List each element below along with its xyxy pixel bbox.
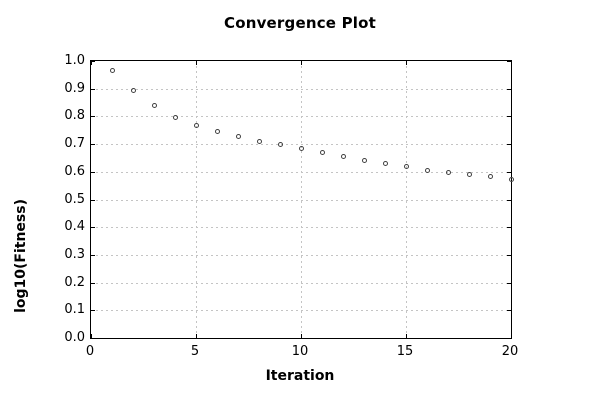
data-point	[109, 68, 115, 74]
data-point	[319, 149, 325, 155]
y-tick-mark	[91, 310, 95, 312]
y-tick-mark	[507, 338, 511, 339]
x-tick-mark	[511, 334, 512, 338]
data-point	[508, 176, 514, 182]
y-tick-mark	[91, 88, 95, 90]
data-point	[466, 171, 472, 177]
y-tick-mark	[507, 144, 511, 146]
y-tick-mark	[507, 254, 511, 256]
data-point	[445, 170, 451, 176]
y-tick-label: 0.9	[64, 80, 85, 96]
data-point	[277, 142, 283, 148]
x-tick-mark	[406, 61, 407, 65]
y-tick-label: 0.3	[64, 246, 85, 262]
data-point	[340, 154, 346, 160]
y-tick-label: 0.8	[64, 108, 85, 124]
x-tick-mark	[91, 61, 92, 65]
x-tick-label: 10	[291, 344, 309, 359]
data-point	[256, 138, 262, 144]
y-tick-mark	[91, 199, 95, 201]
data-point	[382, 160, 388, 166]
y-tick-mark	[507, 61, 511, 62]
x-tick-label: 15	[396, 344, 414, 359]
y-tick-mark	[91, 282, 95, 284]
y-tick-label: 0.6	[64, 163, 85, 179]
data-point	[193, 123, 199, 129]
x-tick-label: 5	[190, 344, 200, 359]
y-tick-mark	[507, 88, 511, 90]
y-axis-label-text: log10(Fitness)	[13, 199, 29, 313]
data-point	[298, 146, 304, 152]
x-tick-label: 0	[85, 344, 95, 359]
y-tick-label: 0.4	[64, 219, 85, 235]
vertical-gridline	[301, 61, 302, 338]
y-tick-mark	[91, 227, 95, 229]
x-tick-mark	[301, 334, 302, 338]
vertical-gridline	[196, 61, 197, 338]
y-tick-label: 0.2	[64, 274, 85, 290]
data-point	[403, 164, 409, 170]
x-tick-mark	[91, 334, 92, 338]
data-point	[424, 168, 430, 174]
y-tick-mark	[507, 199, 511, 201]
x-tick-mark	[196, 334, 197, 338]
y-tick-label: 0.5	[64, 191, 85, 207]
y-tick-mark	[91, 338, 95, 339]
y-tick-label: 1.0	[64, 53, 85, 68]
y-tick-mark	[91, 61, 95, 62]
x-tick-mark	[301, 61, 302, 65]
y-tick-mark	[507, 116, 511, 118]
x-axis-label: Iteration	[265, 368, 335, 384]
y-tick-mark	[507, 282, 511, 284]
data-point	[214, 129, 220, 135]
plot-area	[90, 60, 514, 339]
y-tick-mark	[91, 144, 95, 146]
y-tick-label: 0.1	[64, 302, 85, 318]
y-tick-mark	[507, 310, 511, 312]
y-tick-mark	[507, 171, 511, 173]
y-tick-label: 0.7	[64, 136, 85, 152]
data-point	[487, 174, 493, 179]
y-tick-mark	[91, 254, 95, 256]
data-point	[151, 103, 157, 109]
y-tick-mark	[91, 171, 95, 173]
y-tick-mark	[91, 116, 95, 118]
x-tick-mark	[406, 334, 407, 338]
x-tick-mark	[196, 61, 197, 65]
vertical-gridline	[406, 61, 407, 338]
x-tick-mark	[511, 61, 512, 65]
y-tick-label: 0.0	[64, 330, 85, 345]
data-point	[172, 114, 178, 120]
data-point	[235, 133, 241, 139]
data-point	[130, 88, 136, 94]
y-tick-mark	[507, 227, 511, 229]
data-point	[361, 157, 367, 163]
x-tick-label: 20	[501, 344, 519, 359]
chart-title: Convergence Plot	[223, 14, 377, 32]
